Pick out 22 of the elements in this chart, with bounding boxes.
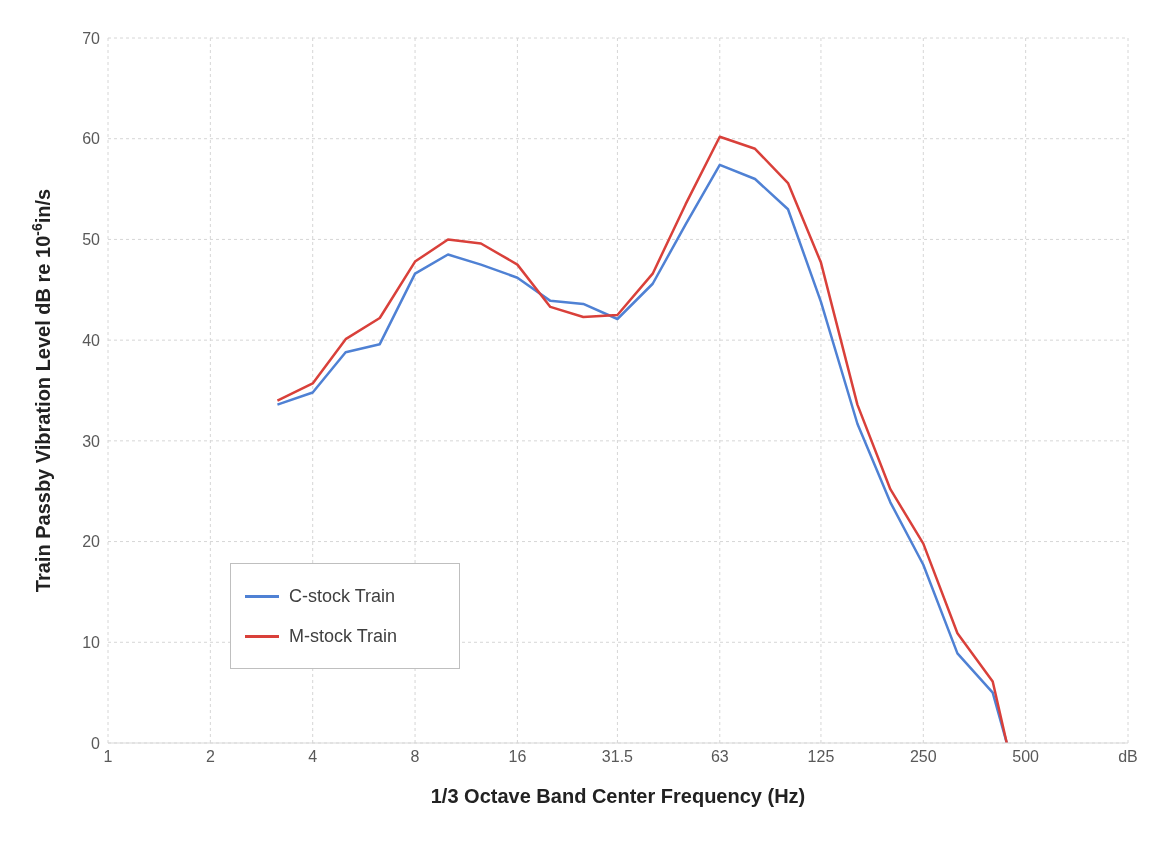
y-tick-label: 20 [82, 533, 101, 551]
x-tick-label: 1 [103, 748, 113, 766]
x-tick-label: 2 [205, 748, 215, 766]
y-tick-label: 50 [82, 231, 101, 249]
y-tick-label: 70 [82, 29, 101, 47]
x-tick-label: 63 [710, 748, 729, 766]
x-tick-label: 4 [308, 748, 318, 766]
x-axis-title: 1/3 Octave Band Center Frequency (Hz) [430, 785, 806, 807]
y-tick-label: 60 [82, 130, 101, 148]
x-tick-label: 125 [807, 748, 835, 766]
x-tick-label: 250 [909, 748, 937, 766]
legend-label: M-stock Train [289, 625, 398, 647]
x-tick-label: 31.5 [601, 748, 634, 766]
y-tick-label: 30 [82, 432, 101, 450]
x-tick-label: dB [1118, 748, 1138, 766]
y-tick-label: 40 [82, 331, 101, 349]
legend-label: C-stock Train [289, 585, 396, 607]
x-tick-label: 16 [508, 748, 527, 766]
y-tick-label: 10 [82, 633, 101, 651]
x-tick-label: 500 [1012, 748, 1040, 766]
x-tick-label: 8 [410, 748, 420, 766]
y-tick-label: 0 [91, 734, 101, 752]
